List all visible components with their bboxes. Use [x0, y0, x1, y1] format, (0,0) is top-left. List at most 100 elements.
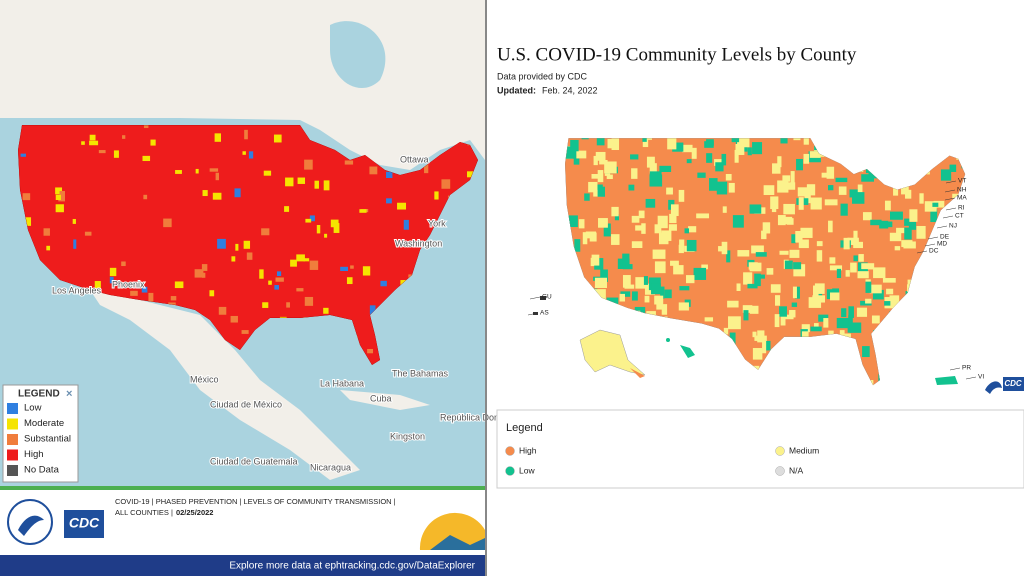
- county: [761, 230, 767, 240]
- county: [661, 230, 672, 241]
- county: [296, 288, 304, 292]
- hawaii: [680, 345, 695, 358]
- county: [775, 295, 781, 306]
- county: [704, 317, 714, 322]
- county: [735, 144, 745, 155]
- county: [933, 200, 945, 208]
- county: [89, 140, 99, 146]
- legend-label: High: [24, 449, 44, 460]
- county: [578, 320, 588, 326]
- county: [569, 353, 579, 359]
- county: [928, 341, 935, 353]
- county: [81, 141, 85, 145]
- county: [754, 273, 761, 287]
- county: [895, 306, 904, 314]
- county: [636, 320, 642, 329]
- leader-line: [942, 215, 954, 219]
- county: [261, 228, 270, 236]
- legend-label: Moderate: [24, 418, 64, 429]
- county: [872, 289, 884, 300]
- county: [890, 176, 897, 185]
- county: [142, 155, 151, 162]
- cdc-logo: CDC: [69, 515, 100, 531]
- county: [806, 184, 816, 196]
- county: [799, 383, 807, 386]
- county: [800, 227, 813, 238]
- county: [791, 302, 798, 307]
- county: [678, 244, 684, 254]
- county: [736, 283, 741, 291]
- county: [644, 366, 658, 371]
- county: [829, 353, 837, 366]
- county: [722, 206, 727, 213]
- divider: [485, 0, 487, 576]
- county: [606, 297, 619, 305]
- county: [109, 267, 117, 277]
- county: [755, 252, 767, 257]
- county: [896, 227, 908, 234]
- county: [89, 134, 96, 141]
- county: [730, 368, 738, 374]
- county: [828, 220, 833, 233]
- county: [631, 168, 638, 179]
- county: [597, 170, 604, 183]
- leader-line: [944, 197, 956, 201]
- county: [304, 296, 314, 306]
- legend-swatch: [775, 446, 785, 456]
- county: [731, 138, 740, 143]
- county: [859, 130, 868, 134]
- county: [672, 142, 684, 152]
- county: [274, 285, 279, 290]
- county: [858, 254, 864, 262]
- state-label: GU: [542, 294, 552, 301]
- county: [574, 287, 583, 297]
- leader-line: [529, 296, 541, 300]
- county: [749, 204, 762, 214]
- county: [642, 326, 653, 333]
- leader-line: [965, 376, 977, 380]
- county: [727, 300, 739, 308]
- county: [842, 333, 851, 347]
- county: [886, 288, 894, 295]
- county: [848, 306, 854, 318]
- county: [323, 180, 330, 191]
- county: [202, 272, 206, 278]
- place-label: Cuba: [370, 393, 392, 403]
- county: [638, 347, 648, 353]
- county: [844, 363, 855, 376]
- legend-close[interactable]: ×: [66, 388, 72, 400]
- county: [73, 239, 77, 249]
- county: [242, 151, 246, 155]
- county: [861, 263, 875, 270]
- county: [568, 215, 578, 228]
- county: [813, 285, 819, 297]
- county: [575, 344, 582, 349]
- county: [967, 180, 975, 189]
- county: [626, 380, 635, 386]
- county: [813, 323, 819, 331]
- county: [925, 361, 933, 370]
- county: [648, 377, 656, 386]
- footer-sun: [419, 512, 485, 550]
- county: [654, 347, 663, 361]
- county: [150, 139, 156, 146]
- county: [309, 215, 315, 222]
- county: [324, 233, 328, 238]
- county: [664, 289, 672, 299]
- county: [705, 340, 715, 348]
- county: [828, 185, 834, 191]
- county: [790, 366, 800, 379]
- county: [645, 344, 659, 357]
- county: [643, 276, 648, 285]
- county: [611, 206, 619, 217]
- county: [696, 213, 710, 219]
- county: [897, 307, 905, 320]
- state-label: RI: [958, 205, 965, 212]
- county: [639, 132, 644, 137]
- footer-link[interactable]: Explore more data at ephtracking.cdc.gov…: [229, 561, 475, 572]
- county: [836, 151, 841, 162]
- county: [850, 143, 862, 150]
- county: [578, 219, 585, 229]
- county: [303, 258, 310, 262]
